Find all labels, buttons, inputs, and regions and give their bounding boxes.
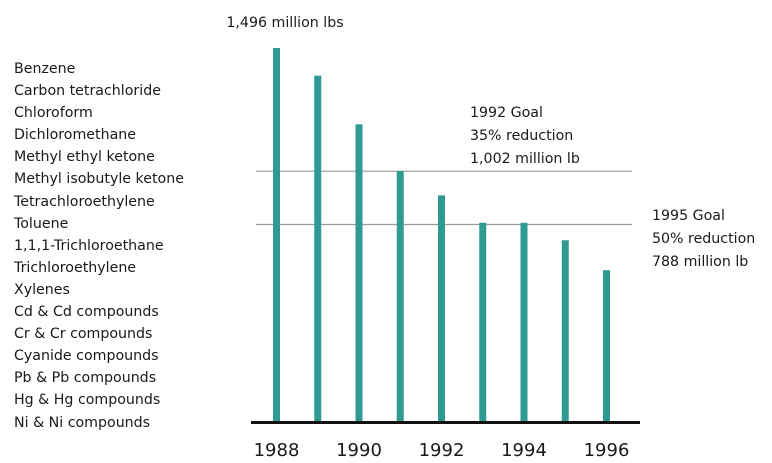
chemical-item: Ni & Ni compounds [14, 414, 151, 431]
chemical-list: Benzene Carbon tetrachloride Chloroform Dic… [14, 58, 184, 434]
top-value-label: 1,496 million lbs [226, 15, 343, 31]
bar-1988 [273, 48, 280, 421]
bar-1990 [355, 124, 363, 421]
chemical-item: Hg & Hg compounds [14, 392, 161, 409]
chemical-item: Methyl isobutyle ketone [14, 171, 184, 188]
goal-label-1-line-1: 50% reduction [652, 231, 755, 247]
chemical-item: 1,1,1-Trichloroethane [14, 237, 164, 254]
chemical-item: Cr & Cr compounds [14, 326, 153, 343]
chemical-item: Methyl ethyl ketone [14, 149, 155, 166]
bars [273, 48, 610, 421]
chemical-item: Xylenes [14, 281, 70, 298]
chemical-item: Dichloromethane [14, 127, 136, 144]
chemical-item: Trichloroethylene [14, 259, 137, 276]
bar-1995 [561, 240, 569, 421]
chemical-item: Benzene [14, 61, 76, 77]
goal-label-0-line-0: 1992 Goal [470, 105, 543, 121]
chemical-item: Tetrachloroethylene [14, 193, 155, 210]
goal-label-0-line-2: 1,002 million lb [470, 151, 580, 167]
x-tick-1990: 1990 [336, 440, 382, 461]
chemical-item: Chloroform [14, 105, 93, 122]
chemical-item: Cd & Cd compounds [14, 304, 159, 321]
bar-1989 [314, 75, 322, 421]
x-tick-1988: 1988 [254, 440, 300, 461]
x-tick-1992: 1992 [419, 440, 465, 461]
bar-1993 [479, 222, 487, 421]
goal-label-0-line-1: 35% reduction [470, 128, 573, 144]
chemical-item: Toluene [14, 215, 69, 232]
bar-1992 [438, 195, 445, 421]
chemical-item: Cyanide compounds [14, 348, 159, 365]
chemical-item: Pb & Pb compounds [14, 370, 157, 387]
bar-1991 [396, 171, 404, 421]
x-tick-1996: 1996 [584, 440, 630, 461]
chemical-item: Carbon tetrachloride [14, 83, 161, 100]
x-tick-1994: 1994 [501, 440, 547, 461]
goal-label-1-line-2: 788 million lb [652, 254, 748, 270]
bar-1996 [603, 270, 610, 421]
bar-1994 [520, 222, 528, 421]
goal-labels: 1992 Goal 35% reduction 1,002 million lb 19… [470, 105, 755, 270]
x-tick-labels: 1988 1990 1992 1994 1996 [254, 440, 630, 461]
goal-label-1-line-0: 1995 Goal [652, 208, 725, 224]
